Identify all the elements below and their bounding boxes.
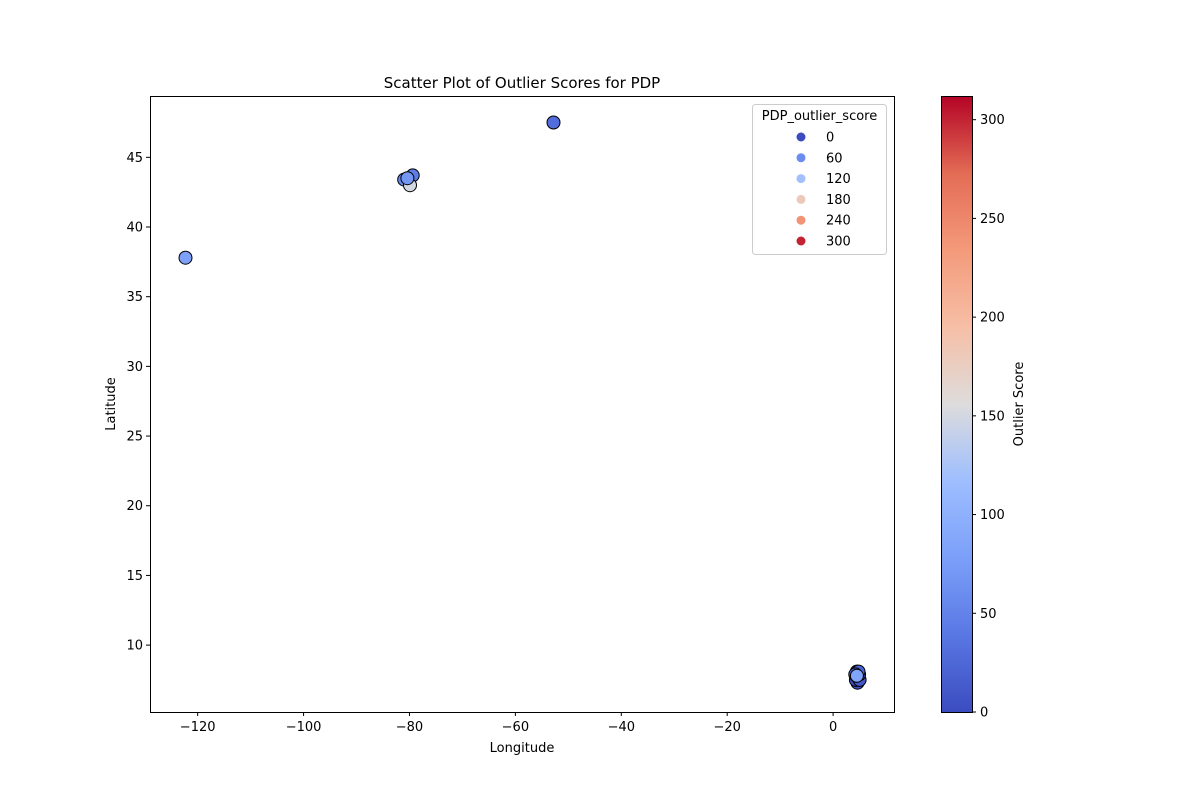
legend-marker xyxy=(796,174,806,184)
colorbar-ticks: 0 50 100 150 200 250 300 xyxy=(972,113,1005,721)
x-axis-ticks: −120 −100 −80 −60 −40 −20 0 xyxy=(180,712,837,735)
colorbar-tick-label: 300 xyxy=(980,113,1005,128)
legend-label: 180 xyxy=(826,193,851,208)
legend-marker xyxy=(796,132,806,142)
legend-title: PDP_outlier_score xyxy=(762,109,877,124)
y-tick-label: 15 xyxy=(126,569,143,584)
y-tick-label: 25 xyxy=(126,430,143,445)
y-axis-label: Latitude xyxy=(104,377,119,431)
colorbar-tick-label: 100 xyxy=(980,508,1005,523)
data-point xyxy=(400,171,415,186)
x-axis-label: Longitude xyxy=(490,741,555,756)
data-point xyxy=(178,250,193,265)
x-tick-label: −20 xyxy=(713,720,740,735)
y-tick-label: 30 xyxy=(126,360,143,375)
colorbar-gradient xyxy=(941,96,973,713)
legend-marker xyxy=(796,194,806,204)
legend: PDP_outlier_score 0 60 120 180 240 300 xyxy=(752,104,887,255)
plot-area-frame xyxy=(150,96,895,713)
x-tick-label: −80 xyxy=(396,720,423,735)
legend-box xyxy=(752,104,887,255)
x-tick-label: −120 xyxy=(180,720,216,735)
colorbar-tick-label: 50 xyxy=(980,607,997,622)
colorbar-tick-label: 250 xyxy=(980,212,1005,227)
y-tick-label: 35 xyxy=(126,290,143,305)
legend-label: 120 xyxy=(826,172,851,187)
colorbar-tick-label: 0 xyxy=(980,706,988,721)
legend-marker xyxy=(796,215,806,225)
y-tick-label: 20 xyxy=(126,499,143,514)
x-tick-label: 0 xyxy=(829,720,837,735)
colorbar: 0 50 100 150 200 250 300 Outlier Score xyxy=(941,96,1027,721)
colorbar-label: Outlier Score xyxy=(1012,362,1027,447)
x-tick-label: −100 xyxy=(286,720,322,735)
y-axis-ticks: 10 15 20 25 30 35 40 45 xyxy=(126,151,150,654)
chart-title: Scatter Plot of Outlier Scores for PDP xyxy=(384,74,660,92)
x-tick-label: −40 xyxy=(608,720,635,735)
colorbar-tick-label: 150 xyxy=(980,409,1005,424)
y-tick-label: 40 xyxy=(126,221,143,236)
data-point xyxy=(849,668,864,683)
y-tick-label: 10 xyxy=(126,639,143,654)
points-layer xyxy=(178,115,867,690)
legend-marker xyxy=(796,153,806,163)
legend-label: 60 xyxy=(826,151,843,166)
legend-entries: 0 60 120 180 240 300 xyxy=(796,131,851,250)
y-tick-label: 45 xyxy=(126,151,143,166)
data-point xyxy=(546,115,561,130)
legend-marker xyxy=(796,236,806,246)
legend-label: 0 xyxy=(826,131,834,146)
legend-label: 300 xyxy=(826,235,851,250)
colorbar-tick-label: 200 xyxy=(980,311,1005,326)
x-tick-label: −60 xyxy=(502,720,529,735)
legend-label: 240 xyxy=(826,214,851,229)
